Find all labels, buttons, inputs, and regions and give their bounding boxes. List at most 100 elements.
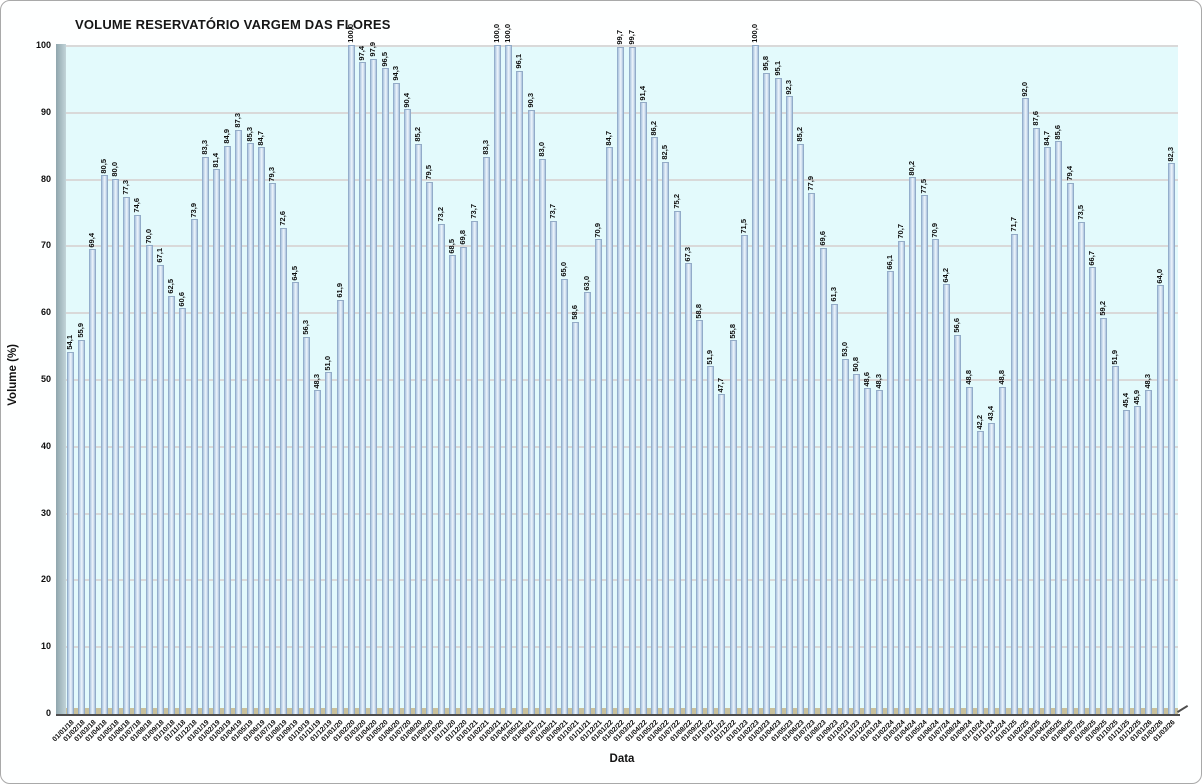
- bar-value-label: 67,3: [682, 246, 692, 262]
- bar: [549, 220, 557, 714]
- bar-value-label: 77,3: [121, 180, 131, 195]
- bar-value-label: 69,4: [87, 232, 97, 248]
- bar: [920, 195, 928, 714]
- bar: [673, 210, 681, 714]
- bar: [954, 334, 962, 714]
- bar-value-label: 53,0: [840, 342, 850, 357]
- bar: [168, 295, 176, 714]
- bar: [774, 77, 782, 714]
- bar-value-label: 61,9: [334, 282, 344, 298]
- bar: [111, 178, 119, 714]
- bar: [280, 228, 288, 714]
- bar-value-label: 65,0: [559, 262, 569, 277]
- bar: [628, 47, 636, 714]
- bar: [729, 340, 737, 714]
- bar: [291, 282, 299, 714]
- bar-value-label: 94,3: [390, 66, 400, 82]
- bar-value-label: 90,3: [525, 93, 535, 108]
- bar-value-label: 70,9: [592, 222, 602, 238]
- bar: [201, 156, 209, 714]
- bar: [763, 73, 771, 714]
- bar-value-label: 48,6: [862, 371, 872, 387]
- bar: [505, 45, 513, 714]
- bar-value-label: 84,7: [255, 130, 265, 146]
- bar: [1156, 285, 1164, 714]
- bar: [78, 339, 86, 714]
- bar: [752, 45, 760, 714]
- bar-value-label: 73,7: [469, 204, 479, 219]
- bar: [1145, 390, 1153, 714]
- bar-value-label: 85,6: [1053, 124, 1063, 140]
- bar-value-label: 77,9: [806, 176, 816, 191]
- bar-value-label: 95,1: [772, 61, 782, 76]
- bar-value-label: 73,7: [547, 204, 557, 219]
- bar: [606, 147, 614, 714]
- bar: [538, 158, 546, 714]
- bar-value-label: 62,5: [166, 278, 176, 294]
- bar: [707, 366, 715, 714]
- bar: [965, 387, 973, 714]
- bar: [1044, 147, 1052, 714]
- bar-value-label: 58,6: [570, 304, 580, 320]
- bar-value-label: 51,9: [705, 349, 715, 365]
- plot-3d-wall: [56, 44, 66, 716]
- bar-value-label: 67,1: [154, 248, 164, 263]
- bar-value-label: 66,1: [884, 254, 894, 270]
- y-tick-label: 60: [40, 307, 51, 318]
- bar-value-label: 55,9: [76, 322, 86, 338]
- bar: [853, 373, 861, 714]
- bar-value-label: 48,3: [312, 373, 322, 389]
- bar: [67, 351, 74, 714]
- bar-value-label: 84,9: [222, 129, 232, 144]
- bar-value-label: 85,2: [795, 127, 805, 142]
- bar-value-label: 73,5: [1075, 205, 1085, 221]
- bar: [639, 102, 647, 714]
- bar: [269, 183, 277, 714]
- bar: [156, 264, 164, 714]
- bar: [662, 161, 670, 714]
- bar: [190, 219, 198, 714]
- bar-value-label: 99,7: [626, 30, 636, 46]
- bar: [527, 109, 535, 714]
- bar: [302, 336, 310, 714]
- bar-value-label: 84,7: [1042, 130, 1052, 146]
- bar: [898, 240, 906, 714]
- bar: [999, 387, 1007, 714]
- bar: [572, 321, 580, 714]
- bar: [336, 299, 344, 714]
- bar-value-label: 66,7: [1087, 250, 1097, 266]
- gridline: [66, 45, 1178, 47]
- bar: [213, 169, 221, 714]
- bar-value-label: 96,5: [379, 51, 389, 67]
- bar: [123, 196, 131, 714]
- bar-value-label: 43,4: [986, 406, 996, 422]
- plot-area: 54,1 55,9 69,4 80,5 80,0 77,3 74,6 70,0 67,1 62,5…: [65, 24, 1178, 714]
- bar-value-label: 83,3: [480, 139, 490, 155]
- bar-value-label: 70,9: [929, 222, 939, 238]
- bar: [1021, 98, 1029, 714]
- bar-value-label: 92,3: [783, 79, 793, 95]
- bar: [1134, 406, 1142, 714]
- bar-value-label: 74,6: [132, 198, 142, 213]
- bar-value-label: 79,3: [267, 166, 277, 182]
- bar: [1122, 409, 1130, 714]
- bar: [392, 83, 400, 714]
- bar-value-label: 95,8: [761, 56, 771, 72]
- bar: [224, 145, 232, 714]
- bar-value-label: 70,7: [896, 224, 906, 239]
- bar-value-label: 97,9: [368, 42, 378, 58]
- bar: [415, 143, 423, 714]
- bar: [1100, 317, 1108, 714]
- bar-value-label: 48,8: [963, 370, 973, 386]
- bar: [1010, 234, 1018, 714]
- bar: [583, 292, 591, 714]
- bar: [842, 358, 850, 714]
- bar-value-label: 50,8: [851, 357, 861, 372]
- bar-value-label: 96,1: [514, 54, 524, 70]
- bar: [493, 45, 501, 714]
- y-tick-label: 30: [40, 507, 51, 518]
- bar-value-label: 71,7: [1008, 217, 1018, 233]
- bar: [594, 239, 602, 714]
- bar: [381, 68, 389, 714]
- bar-value-label: 86,2: [649, 120, 659, 136]
